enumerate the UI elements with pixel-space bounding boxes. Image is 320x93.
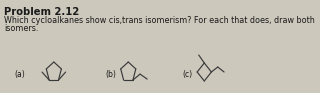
Text: Which cycloalkanes show cis,trans isomerism? For each that does, draw both: Which cycloalkanes show cis,trans isomer… <box>4 16 315 25</box>
Text: (b): (b) <box>105 69 116 78</box>
Text: isomers.: isomers. <box>4 24 38 32</box>
Text: (c): (c) <box>182 69 192 78</box>
Text: (a): (a) <box>14 69 25 78</box>
Text: Problem 2.12: Problem 2.12 <box>4 7 79 17</box>
